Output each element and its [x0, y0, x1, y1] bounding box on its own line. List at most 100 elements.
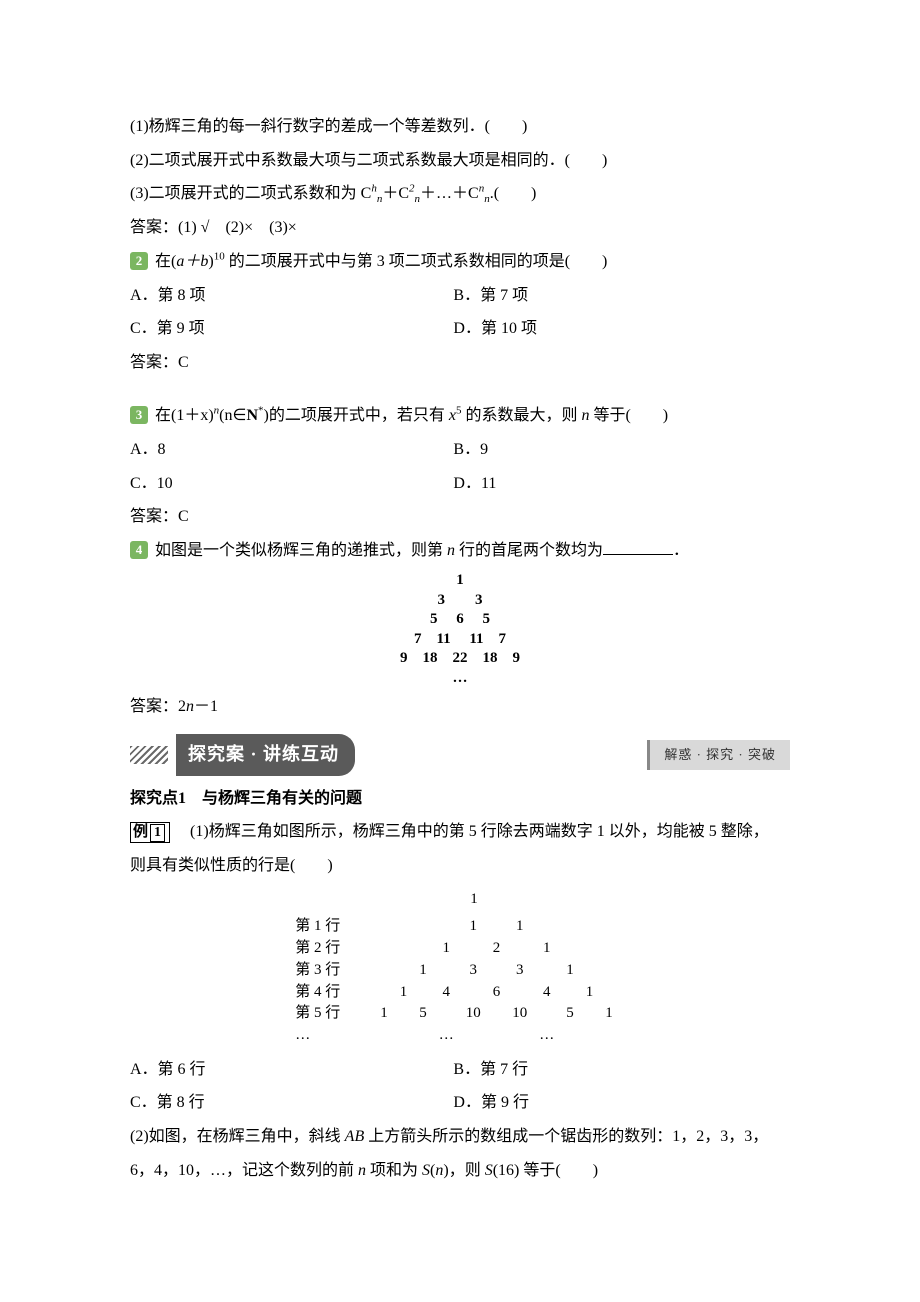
q4-answer: 答案：2n－1: [130, 690, 790, 724]
pascal-cell: [374, 916, 394, 938]
pascal-cell: [362, 1003, 374, 1025]
q3-options-row1: A．8 B．9: [130, 433, 790, 467]
var-n: n: [447, 542, 455, 559]
pascal-row-label: 第 5 行: [289, 1003, 362, 1025]
text: )，则: [443, 1162, 484, 1179]
var-n: n: [358, 1162, 366, 1179]
pascal-cell: [460, 938, 487, 960]
stripe-decoration: [130, 746, 168, 764]
badge-3: 3: [130, 406, 148, 424]
pascal-cell: [394, 960, 414, 982]
pascal-cell: [580, 938, 600, 960]
q3-opt-c: C．10: [130, 467, 453, 501]
q2-answer: 答案：C: [130, 346, 790, 380]
pascal-cell: [374, 960, 394, 982]
pascal-cell: 1: [413, 960, 433, 982]
pascal-cell: [580, 960, 600, 982]
pascal-cell: [619, 938, 631, 960]
pascal-cell: [560, 916, 580, 938]
pascal-cell: [394, 1025, 414, 1047]
pascal-row-label: 第 1 行: [289, 916, 362, 938]
pascal-cell: [560, 938, 580, 960]
pascal-cell: [374, 982, 394, 1004]
text: 答案：2: [130, 698, 186, 715]
pascal-cell: [533, 1003, 560, 1025]
pascal-cell: [394, 938, 414, 960]
pascal-cell: 3: [460, 960, 487, 982]
text: 在(: [151, 253, 176, 270]
var-n: n: [186, 698, 194, 715]
pascal-cell: [560, 982, 580, 1004]
pascal-cell: [362, 916, 374, 938]
q1-stmt-1: (1)杨辉三角的每一斜行数字的差成一个等差数列．( ): [130, 110, 790, 144]
pascal-cell: 1: [394, 982, 414, 1004]
pascal-cell: [560, 1025, 580, 1047]
pascal-cell: [394, 1003, 414, 1025]
set-N: N: [246, 407, 258, 424]
pascal-cell: [619, 1003, 631, 1025]
text: (16) 等于( ): [493, 1162, 598, 1179]
pascal-cell: 4: [533, 982, 560, 1004]
text: (3)二项展开式的二项式系数和为 C: [130, 185, 371, 202]
text: ＋C: [382, 185, 409, 202]
pascal-cell: [599, 916, 619, 938]
pascal-cell: [580, 1025, 600, 1047]
pascal-cell: [599, 960, 619, 982]
pascal-cell: 10: [506, 1003, 533, 1025]
pascal-cell: …: [433, 1025, 460, 1047]
pascal-cell: [619, 916, 631, 938]
pascal-cell: 1: [433, 938, 460, 960]
pascal-cell: …: [533, 1025, 560, 1047]
q2-opt-b: B．第 7 项: [453, 279, 790, 313]
q3-options-row2: C．10 D．11: [130, 467, 790, 501]
example1-p1: 例1 (1)杨辉三角如图所示，杨辉三角中的第 5 行除去两端数字 1 以外，均能…: [130, 815, 790, 849]
super-10: 10: [214, 251, 225, 263]
pascal-cell: [506, 938, 533, 960]
q2-options-row2: C．第 9 项 D．第 10 项: [130, 312, 790, 346]
tri-row: 7 11 11 7: [130, 630, 790, 650]
text: (n∈: [219, 407, 246, 424]
pascal-cell: 4: [433, 982, 460, 1004]
pascal-cell: [362, 982, 374, 1004]
badge-4: 4: [130, 541, 148, 559]
tri-row: 9 18 22 18 9: [130, 649, 790, 669]
pascal-cell: [362, 938, 374, 960]
pascal-cell: [487, 960, 507, 982]
text: 的系数最大，则: [461, 407, 581, 424]
var-S: S: [485, 1162, 493, 1179]
pascal-cell: 1: [580, 982, 600, 1004]
var-x: x: [449, 407, 456, 424]
pascal-cell: [506, 1025, 533, 1047]
tri-row: 1: [130, 571, 790, 591]
pascal-cell: [580, 1003, 600, 1025]
pascal-cell: 10: [460, 1003, 487, 1025]
q3-opt-b: B．9: [453, 433, 790, 467]
q4-stem: 4 如图是一个类似杨辉三角的递推式，则第 n 行的首尾两个数均为．: [130, 534, 790, 568]
text: )的二项展开式中，若只有: [264, 407, 449, 424]
pascal-cell: [599, 938, 619, 960]
text: ．: [673, 542, 689, 559]
pascal-row-label: 第 3 行: [289, 960, 362, 982]
q3-opt-d: D．11: [453, 467, 790, 501]
q2-stem: 2 在(a＋b)10 的二项展开式中与第 3 项二项式系数相同的项是( ): [130, 245, 790, 279]
section-banner: 探究案 · 讲练互动 解惑 · 探究 · 突破: [130, 734, 790, 776]
q2-opt-a: A．第 8 项: [130, 279, 453, 313]
pascal-cell: 1: [533, 938, 560, 960]
pascal-cell: [433, 1003, 460, 1025]
pascal-cell: [413, 1025, 433, 1047]
tri-row: 5 6 5: [130, 610, 790, 630]
pascal-cell: [433, 916, 460, 938]
text: 项和为: [366, 1162, 422, 1179]
ex1-opt-b: B．第 7 行: [453, 1053, 790, 1087]
q3-answer: 答案：C: [130, 500, 790, 534]
tri-top: 1: [464, 889, 484, 911]
q2-options-row1: A．第 8 项 B．第 7 项: [130, 279, 790, 313]
example1-p2: 则具有类似性质的行是( ): [130, 849, 790, 883]
tri-row: 3 3: [130, 591, 790, 611]
pascal-cell: 5: [560, 1003, 580, 1025]
pascal-row-label: …: [289, 1025, 362, 1047]
badge-2: 2: [130, 252, 148, 270]
var-S: S: [422, 1162, 430, 1179]
pascal-cell: [487, 916, 507, 938]
ex1-opt-d: D．第 9 行: [453, 1086, 790, 1120]
